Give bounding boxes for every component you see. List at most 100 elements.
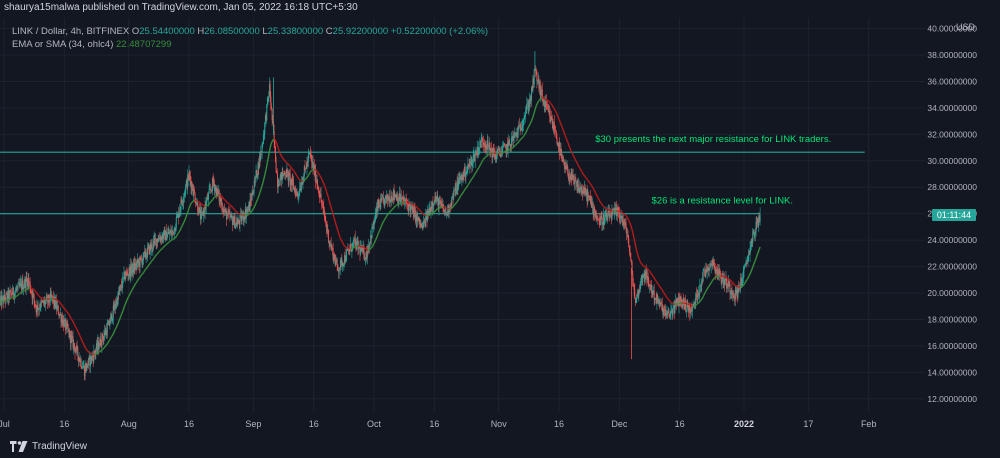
high-label: H: [197, 26, 205, 37]
time-tick-label: 16: [309, 419, 319, 429]
ema-segment: [536, 101, 539, 104]
candle-body: [351, 250, 353, 252]
ema-segment: [179, 229, 181, 232]
candle-body: [489, 143, 491, 152]
candle-body: [432, 202, 434, 207]
candle-body: [375, 212, 377, 216]
ema-segment: [531, 116, 534, 120]
price-tick-label: 24.00000000: [927, 235, 977, 245]
candle-body: [378, 200, 380, 206]
candle-body: [174, 227, 176, 232]
ema-segment: [333, 218, 336, 222]
candle-body: [590, 196, 592, 203]
ema-segment: [223, 198, 226, 201]
candle-body: [457, 178, 459, 190]
tradingview-brand[interactable]: TradingView: [10, 440, 87, 452]
candle-body: [615, 207, 617, 213]
ema-segment: [726, 277, 728, 279]
ema-segment: [384, 216, 387, 219]
ema-segment: [606, 208, 608, 211]
candle-body: [409, 202, 411, 206]
ema-segment: [742, 284, 745, 286]
candle-body: [118, 290, 120, 294]
candle-body: [470, 159, 472, 161]
ema-segment: [115, 324, 118, 327]
candle-body: [394, 194, 396, 198]
candle-body: [592, 203, 594, 208]
candle-body: [60, 313, 62, 323]
candle-body: [683, 304, 685, 310]
ema-segment: [564, 135, 567, 138]
candle-body: [370, 235, 372, 242]
ema-segment: [104, 345, 106, 348]
candle-body: [328, 242, 330, 243]
candle-body: [384, 195, 386, 199]
candle-body: [309, 151, 311, 155]
candle-body: [737, 285, 739, 298]
ema-segment: [537, 100, 540, 103]
candle-body: [107, 324, 109, 326]
candle-body: [730, 292, 732, 294]
candle-body: [418, 217, 420, 221]
candle-body: [262, 143, 264, 145]
candle-body: [323, 209, 325, 217]
candle-body: [301, 182, 303, 185]
candle-body: [464, 166, 466, 177]
candle-body: [362, 247, 364, 250]
candle-body: [653, 290, 655, 300]
candle-body: [635, 298, 637, 303]
candle-body: [162, 235, 164, 240]
ema-segment: [569, 147, 572, 150]
ema-segment: [77, 330, 80, 333]
candle-body: [598, 218, 600, 220]
candle-body: [753, 230, 755, 236]
candle-body: [368, 245, 370, 252]
ema-segment: [486, 154, 489, 157]
ema-segment: [251, 209, 254, 212]
candle-body: [651, 290, 653, 294]
candle-body: [248, 204, 250, 210]
ema-segment: [200, 203, 203, 205]
ema-segment: [579, 167, 582, 170]
ema-segment: [311, 169, 313, 172]
candle-body: [120, 284, 122, 287]
time-axis[interactable]: Jul 16 Aug 16 Sep 16 Oct 16 Nov 16 Dec 16 2022 17 Feb: [0, 412, 925, 434]
candle-body: [575, 181, 577, 183]
candle-body: [701, 279, 703, 282]
candle-body: [220, 197, 222, 203]
ema-segment: [65, 310, 68, 313]
ema-segment: [527, 126, 530, 128]
ema-segment: [266, 158, 269, 163]
candle-body: [528, 105, 530, 110]
candle-body: [143, 252, 145, 254]
candle-body: [120, 284, 122, 288]
candle-body: [327, 229, 329, 232]
candle-body: [661, 304, 663, 308]
ema-segment: [61, 305, 64, 308]
ema-segment: [388, 211, 391, 213]
ema-segment: [663, 292, 665, 294]
ema-segment: [729, 279, 732, 281]
ema-segment: [71, 320, 74, 322]
candle-body: [616, 207, 618, 217]
indicator-label[interactable]: EMA or SMA (34, ohlc4): [12, 39, 114, 50]
candle-body: [658, 299, 660, 301]
ema-segment: [287, 163, 290, 166]
ema-segment: [534, 107, 537, 111]
candle-body: [425, 212, 427, 217]
ema-segment: [622, 212, 625, 215]
candle-body: [732, 293, 734, 296]
ema-segment: [574, 158, 577, 161]
candle-body: [388, 196, 390, 201]
ema-segment: [561, 125, 564, 129]
candle-body: [165, 230, 167, 241]
candle-body: [659, 302, 661, 307]
symbol-label[interactable]: LINK / Dollar, 4h, BITFINEX: [12, 26, 130, 37]
candle-body: [541, 89, 543, 100]
ema-segment: [207, 203, 210, 206]
candle-body: [640, 275, 642, 282]
candle-body: [21, 280, 23, 290]
candle-body: [617, 207, 619, 211]
ema-segment: [117, 319, 120, 323]
